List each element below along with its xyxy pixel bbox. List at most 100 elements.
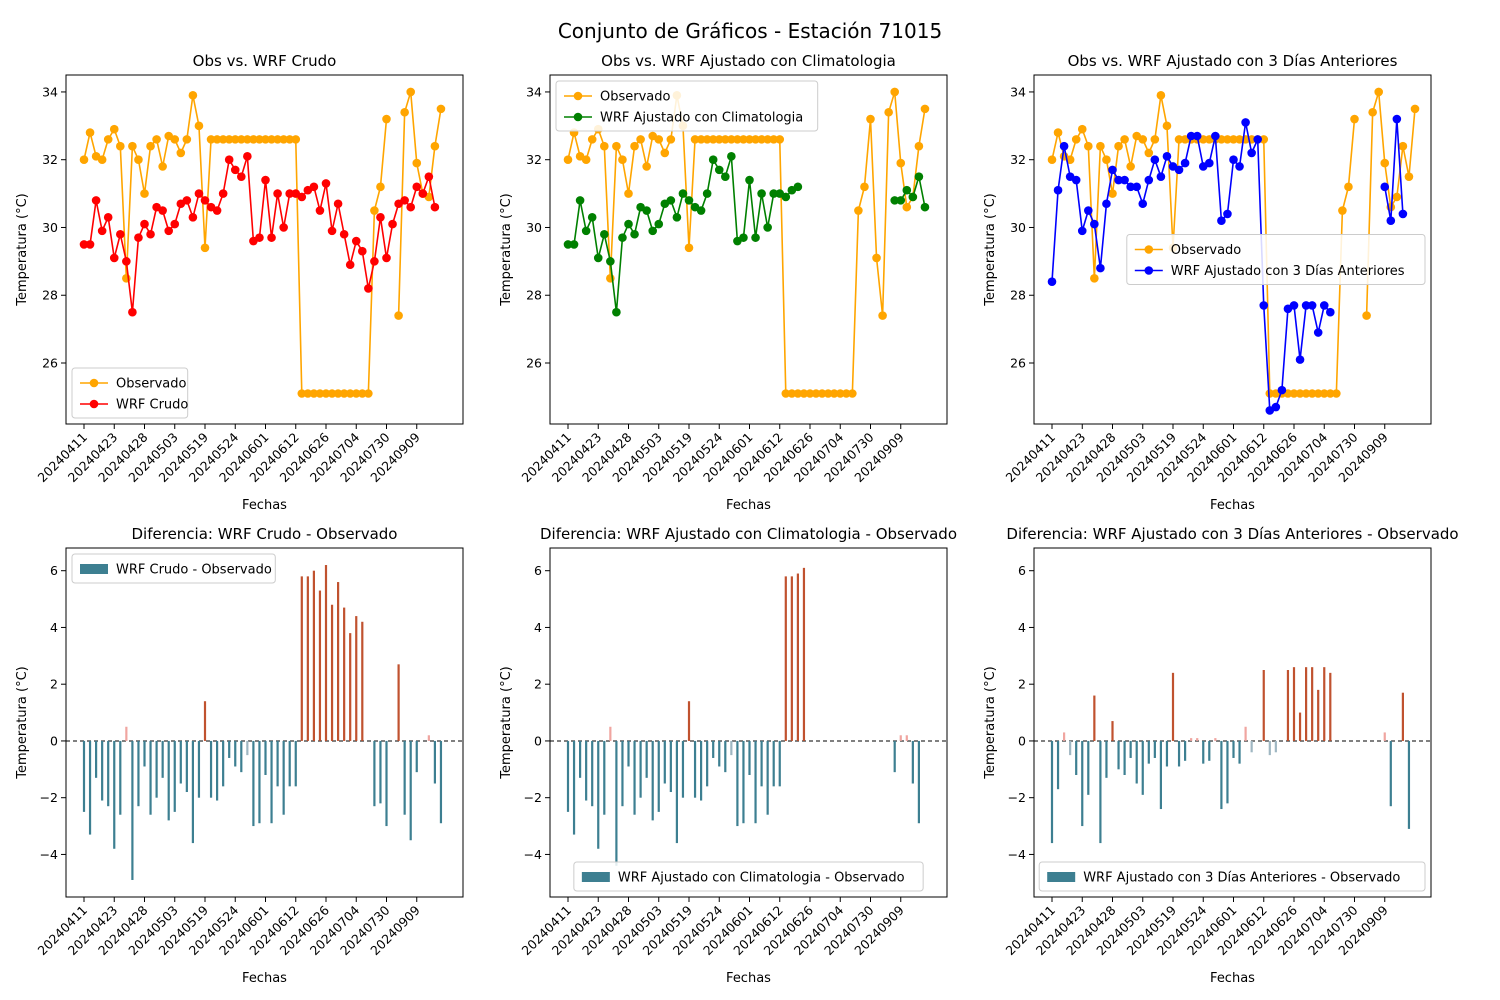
bar [125,726,128,741]
y-tick-label: 6 [534,563,542,578]
data-point [1090,219,1099,229]
data-point [79,155,89,165]
data-point [1102,155,1111,165]
bar [337,582,340,741]
data-point [1096,263,1105,273]
y-tick-label: −2 [524,790,542,805]
bar [1069,740,1072,756]
y-axis-label: Temperatura (°C) [499,666,514,779]
data-point [376,213,385,222]
bar [1298,712,1302,741]
data-point [1350,114,1359,124]
y-tick-label: 28 [1010,288,1026,303]
data-point [1301,301,1311,310]
data-point [1162,121,1172,131]
data-point [1289,301,1299,310]
data-point [642,206,651,215]
bar [222,740,225,787]
y-tick-label: 26 [42,356,58,371]
data-point [345,260,355,270]
data-point [1392,192,1402,202]
y-tick-label: 32 [1010,152,1026,167]
data-point [1295,389,1305,398]
data-point [606,257,615,266]
panel-title: Diferencia: WRF Crudo - Observado [132,525,398,543]
data-point [1071,135,1081,144]
bar [149,740,152,815]
bar [1268,740,1271,756]
bar [1063,732,1066,741]
data-point [708,155,718,165]
data-point [1047,155,1057,165]
data-point [364,389,373,398]
panel-2: Obs vs. WRF Ajustado con Climatologia 26 2… [499,52,948,513]
data-point [1071,175,1081,185]
bar [167,740,170,821]
data-point [285,189,295,198]
data-point [406,87,416,97]
y-tick-label: 6 [1018,563,1026,578]
bar [349,633,352,741]
bar [700,740,703,801]
data-point [1410,104,1420,114]
bar [119,740,122,815]
data-point [660,148,670,158]
data-point [1144,175,1154,185]
bar [1093,695,1096,741]
y-tick-label: 30 [42,220,58,235]
bar [385,740,388,827]
data-point [1174,135,1184,144]
data-point [1271,402,1281,412]
bar [802,567,806,741]
bar [82,740,86,812]
data-point [218,135,228,144]
data-point [1132,182,1141,192]
panel-5: Diferencia: WRF Ajustado con Climatologi… [499,525,957,986]
data-point [1138,199,1148,209]
bar [1220,740,1223,810]
bar [597,740,600,849]
bar [397,664,400,741]
data-point [1211,131,1220,141]
data-point [714,135,724,144]
data-point [896,158,906,168]
data-point [1120,175,1129,185]
data-point [364,284,373,293]
data-point [1380,158,1390,168]
data-point [194,121,204,131]
data-point [714,165,724,175]
data-point [351,389,361,398]
y-tick-label: 6 [50,563,58,578]
data-point [140,189,149,198]
data-point [1114,175,1123,185]
data-point [587,213,597,222]
data-point [600,141,609,151]
bar [1184,740,1187,761]
y-tick-label: 30 [526,220,542,235]
data-point [309,389,319,398]
data-point [727,135,736,144]
data-point [424,172,434,181]
y-tick-label: 4 [534,620,542,635]
bar [318,590,322,741]
data-point [230,135,240,144]
bar [669,740,672,793]
x-axis-label: Fechas [1210,498,1255,513]
bar [300,576,303,741]
bar [1329,672,1332,741]
bar [1244,726,1247,741]
y-tick-label: 4 [1018,620,1026,635]
bar [1323,667,1326,741]
bar [258,740,261,824]
data-point [1090,274,1099,283]
data-point [339,389,349,398]
y-tick-label: −4 [40,847,58,862]
bar [228,740,231,758]
bar [197,740,201,798]
data-point [920,104,930,114]
data-point [200,196,210,205]
bar [1226,740,1229,804]
data-point [654,135,664,144]
bar [306,576,309,741]
